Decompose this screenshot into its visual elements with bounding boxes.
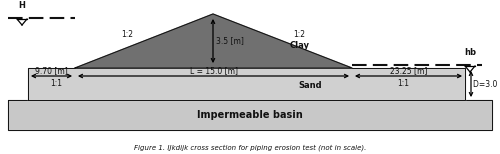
Text: 1:2: 1:2	[122, 30, 134, 39]
Text: Clay: Clay	[290, 41, 310, 49]
Text: Sand: Sand	[298, 81, 322, 91]
Text: 9.70 [m]: 9.70 [m]	[35, 66, 68, 75]
Text: 1:1: 1:1	[50, 79, 62, 89]
Text: D=3.0 [m]: D=3.0 [m]	[473, 79, 500, 89]
Text: L = 15.0 [m]: L = 15.0 [m]	[190, 66, 238, 75]
Polygon shape	[75, 14, 352, 68]
Polygon shape	[8, 100, 492, 130]
Polygon shape	[28, 68, 465, 100]
Text: 1:1: 1:1	[398, 79, 409, 89]
Text: 1:2: 1:2	[293, 30, 305, 39]
Text: H: H	[18, 1, 26, 10]
Text: Figure 1. IJkdijk cross section for piping erosion test (not in scale).: Figure 1. IJkdijk cross section for pipi…	[134, 145, 366, 151]
Text: Impermeable basin: Impermeable basin	[197, 110, 303, 120]
Text: hb: hb	[464, 48, 476, 57]
Text: 3.5 [m]: 3.5 [m]	[216, 36, 244, 45]
Text: 23.25 [m]: 23.25 [m]	[390, 66, 427, 75]
